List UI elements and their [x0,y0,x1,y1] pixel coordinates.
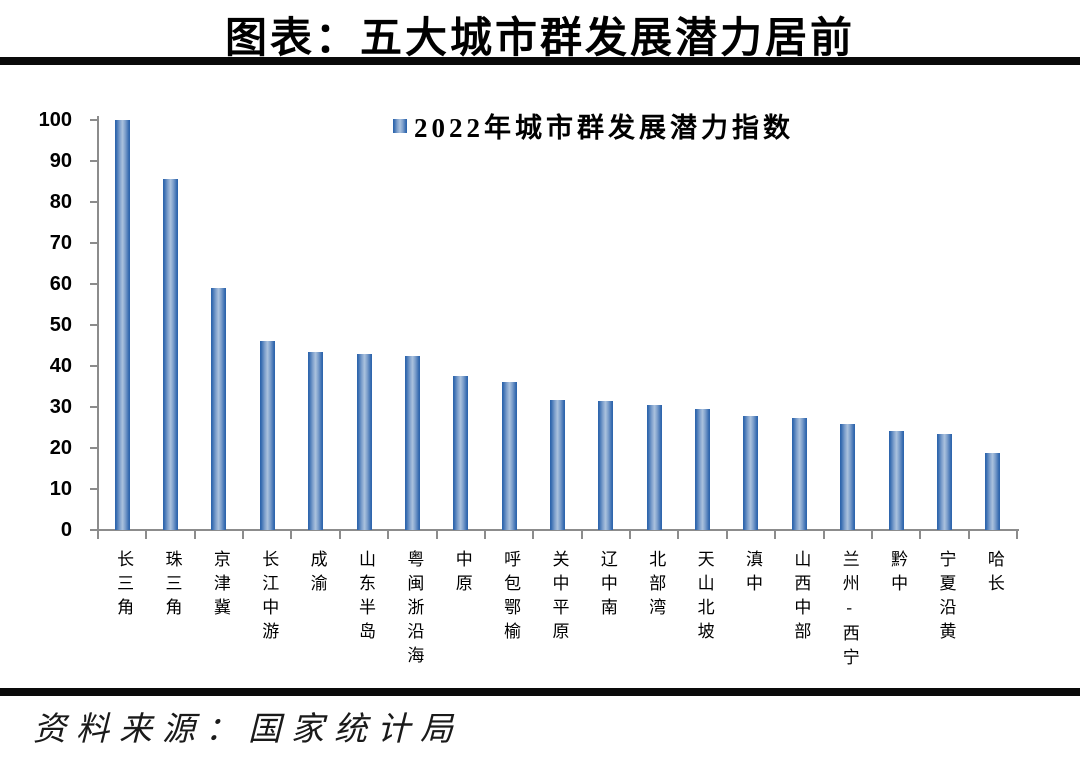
page-title: 图表：五大城市群发展潜力居前 [224,16,855,62]
x-axis-category-label: 珠三角 [162,550,182,622]
x-axis-category-label: 京津冀 [210,550,230,622]
y-axis-tick [90,447,98,449]
bar [211,288,227,530]
y-axis-tick-label: 70 [49,232,72,254]
y-axis-tick [90,488,98,490]
x-axis-tick [1016,530,1018,539]
legend-label: 2022年城市群发展潜力指数 [414,113,794,143]
y-axis-tick-label: 90 [49,150,72,172]
y-axis-tick [90,160,98,162]
bar [356,353,372,530]
bar [163,179,179,530]
bar [743,415,759,530]
y-axis-tick [90,242,98,244]
bar [936,433,952,530]
x-axis-tick [822,530,825,539]
x-axis-tick [580,530,583,539]
y-axis-tick-label: 50 [49,314,72,336]
x-axis-category-label: 长江中游 [259,550,279,646]
bottom-divider [0,688,1080,696]
x-axis-category-label: 滇中 [742,550,762,598]
x-axis-tick [193,530,196,539]
y-axis-tick [90,406,98,408]
bar [501,382,517,530]
x-axis-category-label: 粤闽浙沿海 [404,550,424,670]
x-axis-tick [532,530,535,539]
y-axis-line [97,116,99,539]
x-axis-category-label: 呼包鄂榆 [501,550,521,646]
bar [598,400,614,530]
x-axis-category-label: 黔中 [888,550,908,598]
y-axis-tick-label: 40 [49,355,72,377]
bar [550,400,565,530]
bar [259,341,275,530]
x-axis-category-label: 山西中部 [791,550,811,646]
x-axis-tick [774,530,777,539]
bar [453,376,469,530]
legend-swatch-icon [393,118,407,133]
y-axis-tick-label: 10 [49,478,72,500]
x-axis-tick [629,530,632,539]
y-axis-tick-label: 0 [60,519,72,541]
x-axis-tick [677,530,680,539]
y-axis-tick-label: 60 [49,273,72,295]
bar [840,424,856,530]
y-axis-tick [90,119,98,121]
x-axis-category-label: 辽中南 [597,550,617,622]
x-axis-category-label: 宁夏沿黄 [936,550,956,646]
x-axis-category-label: 中原 [452,550,472,598]
y-axis-tick-label: 80 [49,191,72,213]
x-axis-tick [338,530,341,539]
bar [404,355,420,530]
bar [114,120,130,530]
x-axis-tick [290,530,293,539]
y-axis-tick [90,365,98,367]
x-axis-category-label: 北部湾 [646,550,666,622]
y-axis-tick [90,324,98,326]
y-axis-tick [90,283,98,285]
x-axis-category-label: 长三角 [114,550,134,622]
bar [888,430,904,530]
top-divider [0,57,1080,65]
x-axis-tick [387,530,390,539]
x-axis-category-label: 天山北坡 [694,550,714,646]
x-axis-category-label: 兰州-西宁 [839,550,859,672]
x-axis-tick [145,530,148,539]
y-axis-tick-label: 30 [49,396,72,418]
y-axis-tick [90,201,98,203]
x-axis-category-label: 成渝 [307,550,327,598]
source-note: 资料来源：国家统计局 [33,712,463,748]
bar [985,452,1001,530]
x-axis-category-label: 关中平原 [549,550,569,646]
bar [646,405,662,530]
bar [695,408,711,530]
x-axis-tick [435,530,438,539]
x-axis-line [91,529,1019,531]
x-axis-tick [483,530,486,539]
y-axis-tick-label: 100 [38,109,72,131]
x-axis-tick [919,530,922,539]
x-axis-category-label: 山东半岛 [356,550,376,646]
bar [308,351,324,530]
x-axis-tick [242,530,245,539]
x-axis-tick [870,530,873,539]
chart-legend: 2022年城市群发展潜力指数 [393,106,794,145]
x-axis-category-label: 哈长 [984,550,1004,598]
x-axis-tick [725,530,728,539]
y-axis-tick-label: 20 [49,437,72,459]
bar [791,417,807,530]
x-axis-tick [967,530,970,539]
